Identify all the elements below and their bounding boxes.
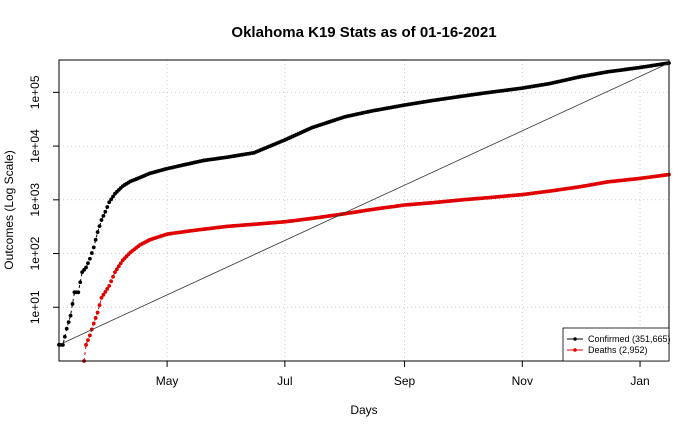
- series-0-points: [57, 61, 671, 347]
- data-point: [107, 200, 112, 205]
- data-point: [89, 251, 94, 255]
- x-tick-label: Jul: [277, 374, 292, 388]
- data-point: [84, 265, 88, 270]
- data-point: [78, 280, 83, 285]
- reference-line: [58, 62, 670, 346]
- x-tick-label: Jan: [630, 374, 649, 388]
- data-point: [113, 270, 117, 275]
- data-point: [84, 342, 88, 347]
- data-point: [86, 338, 90, 342]
- data-point: [70, 302, 75, 306]
- y-axis-label: Outcomes (Log Scale): [2, 150, 16, 269]
- y-tick-label: 1e+03: [28, 183, 42, 217]
- data-point: [87, 256, 92, 261]
- data-point: [91, 245, 96, 250]
- data-point: [64, 326, 69, 331]
- data-point: [99, 295, 104, 300]
- data-point: [103, 209, 108, 214]
- data-point: [103, 289, 108, 294]
- data-point: [109, 279, 114, 284]
- x-axis: May Jul Sep Nov Jan: [156, 361, 650, 388]
- data-point: [93, 237, 98, 242]
- data-point: [109, 197, 114, 202]
- data-point: [86, 261, 90, 266]
- y-tick-label: 1e+05: [28, 75, 42, 109]
- plot-frame: [58, 59, 670, 362]
- data-point: [101, 292, 106, 297]
- grid: [59, 60, 669, 361]
- legend-label: Confirmed (351,665): [588, 334, 671, 344]
- legend-swatch-point: [573, 348, 577, 352]
- series-1-points: [82, 172, 671, 363]
- x-tick-label: Sep: [394, 374, 416, 388]
- data-point: [118, 261, 123, 266]
- data-point: [95, 230, 100, 235]
- series-layer: [57, 61, 671, 363]
- data-point: [99, 218, 104, 222]
- data-point: [107, 283, 112, 288]
- data-point: [105, 205, 110, 209]
- data-point: [91, 321, 96, 326]
- data-point: [62, 334, 67, 339]
- legend-box: [562, 327, 670, 362]
- y-tick-label: 1e+02: [28, 236, 42, 270]
- chart-title: Oklahoma K19 Stats as of 01-16-2021: [231, 24, 496, 41]
- data-point: [95, 310, 100, 315]
- data-point: [105, 286, 110, 291]
- data-point: [101, 213, 106, 218]
- legend: Confirmed (351,665)Deaths (2,952): [562, 327, 671, 362]
- data-point: [111, 194, 115, 199]
- data-point: [87, 333, 92, 338]
- y-tick-label: 1e+04: [28, 129, 42, 163]
- x-tick-label: May: [156, 374, 179, 388]
- data-point: [66, 320, 71, 325]
- data-point: [76, 290, 81, 295]
- legend-label: Deaths (2,952): [588, 345, 648, 355]
- x-axis-label: Days: [350, 403, 377, 417]
- data-point: [93, 316, 98, 320]
- legend-swatch-point: [573, 337, 577, 341]
- x-tick-label: Nov: [512, 374, 533, 388]
- data-point: [68, 313, 73, 318]
- y-tick-label: 1e+01: [28, 290, 42, 324]
- y-axis: 1e+01 1e+02 1e+03 1e+04 1e+05: [28, 75, 59, 324]
- data-point: [115, 267, 119, 272]
- data-point: [97, 224, 102, 229]
- data-point: [97, 303, 102, 308]
- data-point: [116, 264, 121, 269]
- data-point: [111, 274, 115, 279]
